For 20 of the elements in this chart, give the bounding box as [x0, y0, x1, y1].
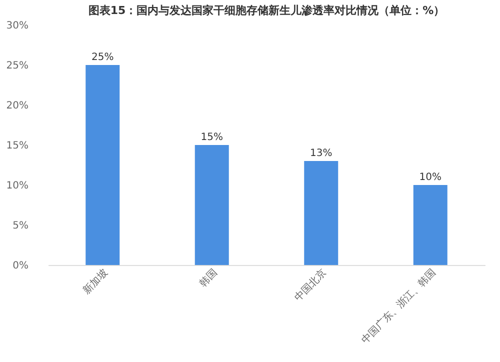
bar: [304, 161, 338, 265]
x-tick-label: 中国北京: [292, 266, 329, 304]
y-tick-label: 25%: [6, 60, 28, 72]
y-tick-label: 20%: [6, 100, 28, 112]
y-tick-label: 0%: [12, 260, 28, 272]
y-tick-label: 15%: [6, 140, 28, 152]
data-label: 15%: [200, 132, 223, 143]
y-tick-label: 5%: [12, 220, 28, 232]
data-label: 10%: [419, 172, 442, 183]
bar: [413, 185, 448, 265]
x-tick-label: 新加坡: [80, 266, 110, 296]
bar: [194, 145, 229, 265]
data-label: 13%: [310, 148, 332, 159]
y-tick-label: 10%: [6, 180, 28, 192]
x-tick-label: 韩国: [197, 266, 220, 290]
data-label: 25%: [92, 52, 114, 63]
bar: [86, 65, 120, 265]
x-tick-label: 中国广东、浙江、韩国: [358, 266, 438, 346]
y-tick-label: 30%: [6, 20, 28, 32]
chart-title: 图表15：国内与发达国家干细胞存储新生儿渗透率对比情况（单位：%）: [88, 4, 445, 17]
